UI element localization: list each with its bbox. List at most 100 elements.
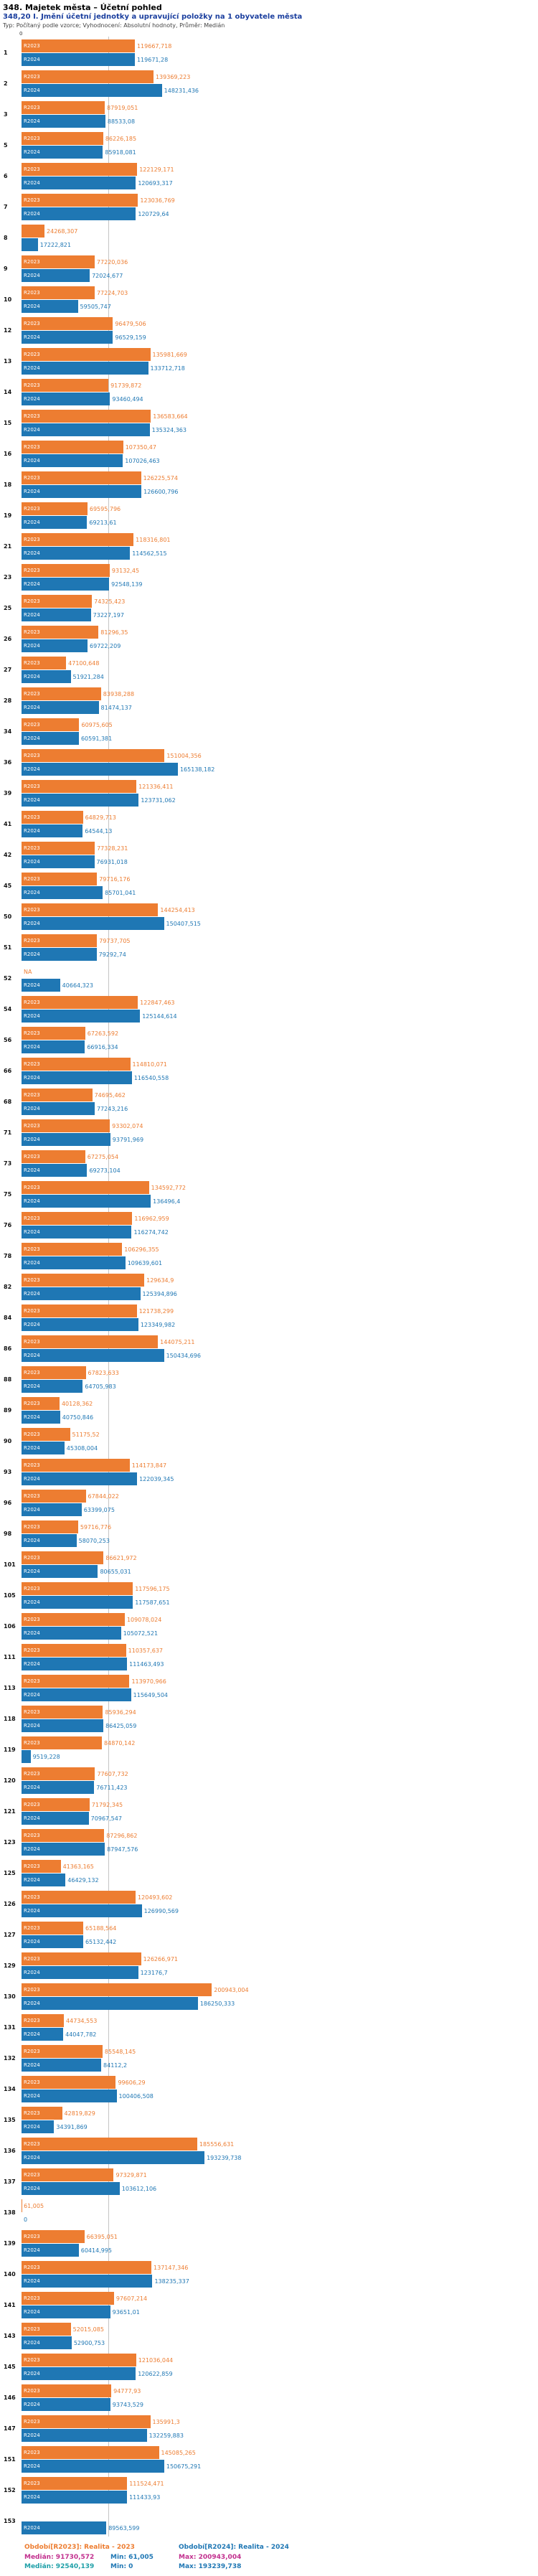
- r2023-bar[interactable]: R2023: [22, 1089, 93, 1101]
- r2023-bar[interactable]: R2023: [22, 1613, 125, 1626]
- r2023-bar[interactable]: R2023: [22, 2045, 103, 2058]
- r2023-bar[interactable]: R2023: [22, 1459, 130, 1472]
- r2024-bar[interactable]: R2024: [22, 2275, 152, 2288]
- r2024-bar[interactable]: R2024: [22, 578, 109, 591]
- r2024-bar[interactable]: R2024: [22, 639, 88, 652]
- r2024-bar[interactable]: R2024: [22, 485, 141, 498]
- r2024-bar[interactable]: R2024: [22, 423, 150, 436]
- r2024-bar[interactable]: R2024: [22, 2244, 79, 2257]
- r2023-bar[interactable]: R2023: [22, 1335, 158, 1348]
- r2024-bar[interactable]: R2024: [22, 1133, 110, 1146]
- r2024-bar[interactable]: R2024: [22, 1658, 127, 1670]
- r2024-bar[interactable]: R2024: [22, 2028, 63, 2041]
- r2023-bar[interactable]: R2023: [22, 2415, 151, 2428]
- r2024-bar[interactable]: R2024: [22, 917, 164, 930]
- r2023-bar[interactable]: R2023: [22, 1675, 129, 1688]
- r2023-bar[interactable]: R2023: [22, 1860, 61, 1873]
- r2024-bar[interactable]: R2024: [22, 1195, 151, 1208]
- r2024-bar[interactable]: R2024: [22, 1071, 132, 1084]
- r2024-bar[interactable]: R2024: [22, 1287, 141, 1300]
- r2024-bar[interactable]: R2024: [22, 1472, 137, 1485]
- r2024-bar[interactable]: R2024: [22, 1781, 94, 1794]
- r2023-bar[interactable]: R2023: [22, 1582, 133, 1595]
- r2023-bar[interactable]: R2023: [22, 39, 135, 52]
- r2023-bar[interactable]: R2023: [22, 1736, 102, 1749]
- r2024-bar[interactable]: R2024: [22, 392, 110, 405]
- r2023-bar[interactable]: R2023: [22, 1212, 132, 1225]
- r2024-bar[interactable]: R2024: [22, 763, 178, 776]
- r2024-bar[interactable]: R2024: [22, 886, 103, 899]
- r2024-bar[interactable]: R2024: [22, 1256, 126, 1269]
- r2024-bar[interactable]: R2024: [22, 84, 162, 97]
- r2023-bar[interactable]: R2023: [22, 1644, 126, 1657]
- r2024-bar[interactable]: R2024: [22, 1596, 133, 1609]
- r2023-bar[interactable]: R2023: [22, 1952, 141, 1965]
- r2023-bar[interactable]: R2023: [22, 1520, 78, 1533]
- r2023-bar[interactable]: R2023: [22, 2477, 127, 2490]
- r2023-bar[interactable]: R2023: [22, 2107, 62, 2120]
- r2024-bar[interactable]: R2024: [22, 732, 79, 745]
- r2023-bar[interactable]: R2023: [22, 2446, 159, 2459]
- r2023-bar[interactable]: R2023: [22, 873, 97, 885]
- r2024-bar[interactable]: R2024: [22, 2120, 54, 2133]
- r2024-bar[interactable]: R2024: [22, 2059, 101, 2072]
- r2023-bar[interactable]: R2023: [22, 1027, 85, 1040]
- r2024-bar[interactable]: R2024: [22, 979, 60, 992]
- r2023-bar[interactable]: R2023: [22, 1397, 60, 1410]
- r2024-bar[interactable]: R2024: [22, 1534, 77, 1547]
- r2024-bar[interactable]: R2024: [22, 269, 90, 282]
- r2023-bar[interactable]: R2023: [22, 1983, 212, 1996]
- r2024-bar[interactable]: R2024: [22, 824, 82, 837]
- r2024-bar[interactable]: R2024: [22, 516, 87, 529]
- r2024-bar[interactable]: R2024: [22, 1935, 83, 1948]
- r2024-bar[interactable]: R2024: [22, 1318, 138, 1331]
- r2023-bar[interactable]: R2023: [22, 1366, 86, 1379]
- r2024-bar[interactable]: R2024: [22, 1349, 164, 1362]
- r2023-bar[interactable]: R2023: [22, 903, 158, 916]
- r2024-bar[interactable]: R2024: [22, 855, 95, 868]
- r2023-bar[interactable]: R2023: [22, 2323, 71, 2336]
- r2023-bar[interactable]: R2023: [22, 1243, 122, 1256]
- r2023-bar[interactable]: R2023: [22, 255, 95, 268]
- r2023-bar[interactable]: R2023: [22, 1119, 110, 1132]
- r2024-bar[interactable]: R2024: [22, 670, 71, 683]
- r2023-bar[interactable]: R2023: [22, 194, 138, 207]
- r2024-bar[interactable]: R2024: [22, 1843, 105, 1856]
- r2023-bar[interactable]: R2023: [22, 1767, 95, 1780]
- r2024-bar[interactable]: R2024: [22, 1164, 87, 1177]
- r2023-bar[interactable]: R2023: [22, 1305, 137, 1317]
- r2024-bar[interactable]: R2024: [22, 1442, 65, 1454]
- r2023-bar[interactable]: R2023: [22, 1181, 149, 1194]
- r2024-bar[interactable]: R2024: [22, 2460, 164, 2473]
- legend-item-r2023[interactable]: Období[R2023]: Realita - 2023: [24, 2544, 179, 2551]
- r2023-bar[interactable]: R2023: [22, 626, 98, 639]
- r2024-bar[interactable]: R2024: [22, 2521, 106, 2534]
- r2024-bar[interactable]: R2024: [22, 794, 138, 807]
- r2023-bar[interactable]: R2023: [22, 2292, 114, 2305]
- r2024-bar[interactable]: R2024: [22, 2491, 127, 2504]
- r2024-bar[interactable]: R2024: [22, 1102, 95, 1115]
- r2024-bar[interactable]: R2024: [22, 2367, 136, 2380]
- r2024-bar[interactable]: R2024: [22, 454, 123, 467]
- r2023-bar[interactable]: R2023: [22, 1798, 90, 1811]
- r2023-bar[interactable]: R2023: [22, 1490, 86, 1503]
- r2024-bar[interactable]: R2024: [22, 1010, 140, 1023]
- r2024-bar[interactable]: R2024: [22, 1966, 138, 1979]
- r2024-bar[interactable]: R2024: [22, 1812, 89, 1825]
- r2023-bar[interactable]: R2023: [22, 934, 97, 947]
- r2024-bar[interactable]: R2024: [22, 1874, 65, 1886]
- r2024-bar[interactable]: R2024: [22, 1565, 98, 1578]
- r2023-bar[interactable]: R2023: [22, 286, 95, 299]
- r2023-bar[interactable]: R2023: [22, 1150, 85, 1163]
- r2023-bar[interactable]: R2023: [22, 2261, 151, 2274]
- r2023-bar[interactable]: R2023: [22, 1891, 136, 1904]
- legend-item-r2024[interactable]: Období[R2024]: Realita - 2024: [179, 2544, 289, 2551]
- r2023-bar[interactable]: R2023: [22, 1922, 83, 1935]
- r2023-bar[interactable]: R2023: [22, 1274, 144, 1287]
- r2024-bar[interactable]: R2024: [22, 1411, 60, 1424]
- r2024-bar[interactable]: R2024: [22, 701, 99, 714]
- r2024-bar[interactable]: R2024: [22, 1688, 131, 1701]
- r2023-bar[interactable]: R2023: [22, 2168, 113, 2181]
- r2023-bar[interactable]: R2023: [22, 1058, 131, 1071]
- r2024-bar[interactable]: [22, 238, 38, 251]
